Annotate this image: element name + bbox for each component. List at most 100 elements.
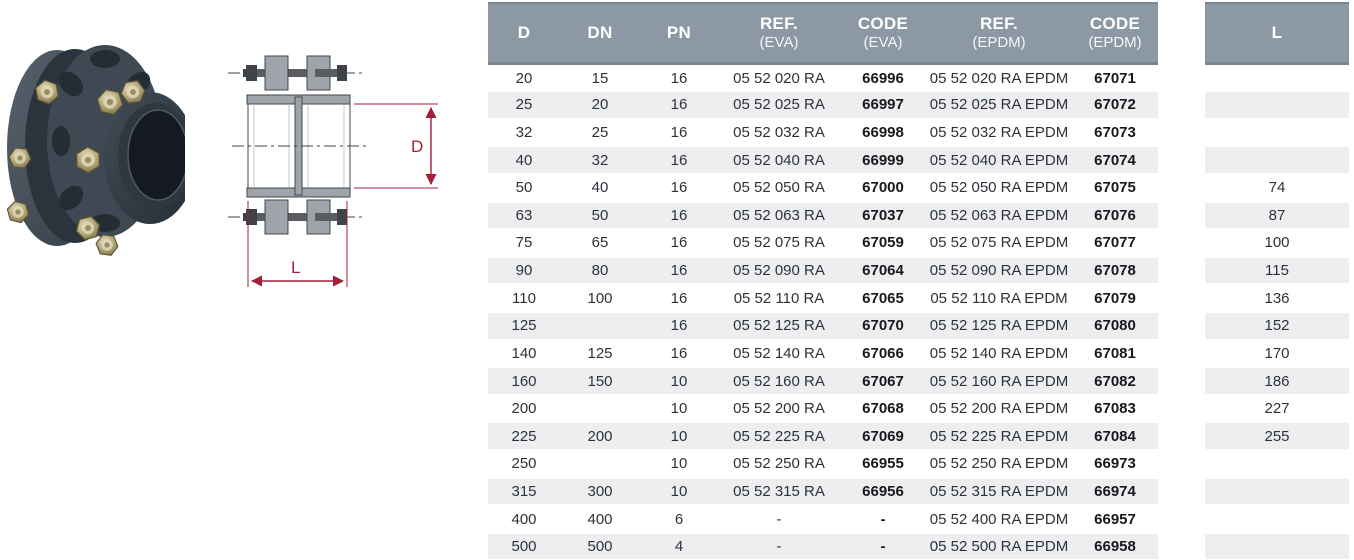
cell-dn: 80 bbox=[560, 256, 640, 285]
cell-ref-epdm: 05 52 050 RA EPDM bbox=[929, 179, 1069, 197]
cell-code-epdm: 67077 bbox=[1094, 234, 1136, 252]
bolt-icon bbox=[95, 234, 119, 256]
cell-d: 125 bbox=[488, 311, 560, 340]
cell-pn: 16 bbox=[670, 289, 688, 307]
cell-pn: 16 bbox=[670, 344, 688, 362]
cell-ref-eva: 05 52 200 RA bbox=[733, 400, 825, 418]
cell-code-epdm: 67072 bbox=[1072, 91, 1158, 119]
cell-dn: 125 bbox=[587, 344, 613, 362]
l-table-row: 74 bbox=[1205, 174, 1349, 202]
cell-ref-epdm: 05 52 160 RA EPDM bbox=[926, 367, 1072, 395]
table-row: 110 100 16 05 52 110 RA 67065 05 52 110 RA EP… bbox=[488, 284, 1158, 312]
col-header-dn: DN bbox=[560, 2, 640, 65]
l-table-row bbox=[1205, 146, 1349, 174]
cell-ref-eva: 05 52 050 RA bbox=[733, 179, 825, 197]
l-table-row bbox=[1205, 119, 1349, 147]
cell-code-epdm: 67074 bbox=[1072, 146, 1158, 174]
cell-code-epdm: 67082 bbox=[1072, 367, 1158, 395]
cell-l bbox=[1205, 91, 1349, 119]
l-table-row: 152 bbox=[1205, 311, 1349, 340]
l-table-row: 100 bbox=[1205, 229, 1349, 257]
cell-ref-epdm: 05 52 400 RA EPDM bbox=[929, 510, 1069, 528]
cell-ref-epdm: 05 52 125 RA EPDM bbox=[926, 311, 1072, 340]
cell-ref-eva: 05 52 110 RA bbox=[733, 289, 825, 307]
col-header-d: D bbox=[488, 2, 560, 65]
cell-ref-epdm: 05 52 140 RA EPDM bbox=[929, 344, 1069, 362]
table-row: 50 40 16 05 52 050 RA 67000 05 52 050 RA EPDM… bbox=[488, 174, 1158, 202]
cell-ref-eva: 05 52 020 RA bbox=[733, 69, 825, 87]
cell-pn: 10 bbox=[640, 422, 718, 451]
cell-l: 170 bbox=[1264, 344, 1290, 362]
l-table-row: 170 bbox=[1205, 340, 1349, 368]
cell-ref-epdm: 05 52 200 RA EPDM bbox=[929, 400, 1069, 418]
cell-d: 140 bbox=[511, 344, 537, 362]
cell-dn: 400 bbox=[587, 510, 613, 528]
table-row: 140 125 16 05 52 140 RA 67066 05 52 140 RA EP… bbox=[488, 340, 1158, 368]
cell-pn: 16 bbox=[640, 146, 718, 174]
cell-ref-eva: 05 52 250 RA bbox=[733, 455, 825, 473]
col-header-ref-eva: REF. (EVA) bbox=[718, 2, 840, 65]
l-dimension-table: L 74 87 100 115 136 152 170 186 227 255 bbox=[1205, 2, 1349, 560]
cell-dn: 40 bbox=[591, 179, 609, 197]
cell-ref-eva: 05 52 032 RA bbox=[733, 124, 825, 142]
table-row: 40 32 16 05 52 040 RA 66999 05 52 040 RA EPDM… bbox=[488, 146, 1158, 174]
cell-dn bbox=[560, 311, 640, 340]
cell-ref-eva: 05 52 040 RA bbox=[718, 146, 840, 174]
cell-code-eva: - bbox=[840, 532, 926, 560]
table-row: 225 200 10 05 52 225 RA 67069 05 52 225 RA EP… bbox=[488, 422, 1158, 451]
l-table-row: 227 bbox=[1205, 395, 1349, 423]
cell-code-epdm: 67084 bbox=[1072, 422, 1158, 451]
cell-l: 227 bbox=[1264, 400, 1290, 418]
cell-d: 315 bbox=[488, 477, 560, 506]
cell-pn: 10 bbox=[640, 367, 718, 395]
cell-code-epdm: 67079 bbox=[1094, 289, 1136, 307]
cell-dn: 50 bbox=[560, 201, 640, 230]
l-table-row bbox=[1205, 450, 1349, 478]
cell-dn bbox=[560, 395, 640, 423]
cell-ref-eva: 05 52 125 RA bbox=[718, 311, 840, 340]
cell-l bbox=[1205, 505, 1349, 533]
cell-code-epdm: 67076 bbox=[1072, 201, 1158, 230]
l-table-row: 136 bbox=[1205, 284, 1349, 312]
table-body: 20 15 16 05 52 020 RA 66996 05 52 020 RA EPDM… bbox=[488, 64, 1158, 560]
cell-dn: 25 bbox=[591, 124, 609, 142]
cell-l bbox=[1205, 64, 1349, 92]
cell-l: 74 bbox=[1268, 179, 1286, 197]
table-row: 315 300 10 05 52 315 RA 66956 05 52 315 RA EP… bbox=[488, 477, 1158, 506]
cell-ref-epdm: 05 52 500 RA EPDM bbox=[926, 532, 1072, 560]
cell-pn: 16 bbox=[640, 91, 718, 119]
cell-ref-eva: 05 52 063 RA bbox=[718, 201, 840, 230]
dimension-d-label: D bbox=[411, 137, 423, 156]
cell-ref-epdm: 05 52 090 RA EPDM bbox=[926, 256, 1072, 285]
table-row: 500 500 4- -05 52 500 RA EPDM 66958 bbox=[488, 532, 1158, 560]
l-table-header: L bbox=[1205, 2, 1349, 65]
table-row: 160 150 10 05 52 160 RA 67067 05 52 160 RA EP… bbox=[488, 367, 1158, 395]
cell-ref-epdm: 05 52 075 RA EPDM bbox=[929, 234, 1069, 252]
l-table-row: 255 bbox=[1205, 422, 1349, 451]
product-photo bbox=[5, 28, 185, 263]
cell-pn: 16 bbox=[670, 234, 688, 252]
cell-code-eva: 67069 bbox=[840, 422, 926, 451]
cell-ref-epdm: 05 52 020 RA EPDM bbox=[929, 69, 1069, 87]
cell-code-eva: 66956 bbox=[840, 477, 926, 506]
cell-code-epdm: 67080 bbox=[1072, 311, 1158, 340]
cell-d: 250 bbox=[511, 455, 537, 473]
cell-code-epdm: 67071 bbox=[1094, 69, 1136, 87]
cell-code-eva: 67066 bbox=[862, 344, 904, 362]
l-table-row: 186 bbox=[1205, 367, 1349, 395]
cell-code-epdm: 67078 bbox=[1072, 256, 1158, 285]
l-table-body: 74 87 100 115 136 152 170 186 227 255 bbox=[1205, 64, 1349, 560]
cell-dn: 200 bbox=[560, 422, 640, 451]
cell-ref-epdm: 05 52 040 RA EPDM bbox=[926, 146, 1072, 174]
cell-dn: 65 bbox=[591, 234, 609, 252]
cell-pn: 4 bbox=[640, 532, 718, 560]
cell-code-eva: 67065 bbox=[862, 289, 904, 307]
cell-d: 75 bbox=[515, 234, 533, 252]
cell-code-eva: 66998 bbox=[862, 124, 904, 142]
cell-dn: 500 bbox=[560, 532, 640, 560]
cell-ref-eva: - bbox=[718, 532, 840, 560]
cell-l: 115 bbox=[1205, 256, 1349, 285]
table-row: 75 65 16 05 52 075 RA 67059 05 52 075 RA EPDM… bbox=[488, 229, 1158, 257]
cell-ref-epdm: 05 52 315 RA EPDM bbox=[926, 477, 1072, 506]
col-header-l: L bbox=[1205, 2, 1349, 65]
